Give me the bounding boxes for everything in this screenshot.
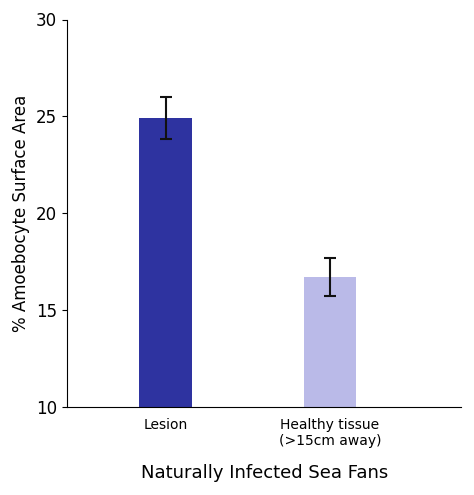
Y-axis label: % Amoebocyte Surface Area: % Amoebocyte Surface Area [12, 95, 30, 332]
Bar [304, 277, 356, 406]
X-axis label: Naturally Infected Sea Fans: Naturally Infected Sea Fans [141, 464, 388, 483]
Bar [139, 118, 192, 406]
